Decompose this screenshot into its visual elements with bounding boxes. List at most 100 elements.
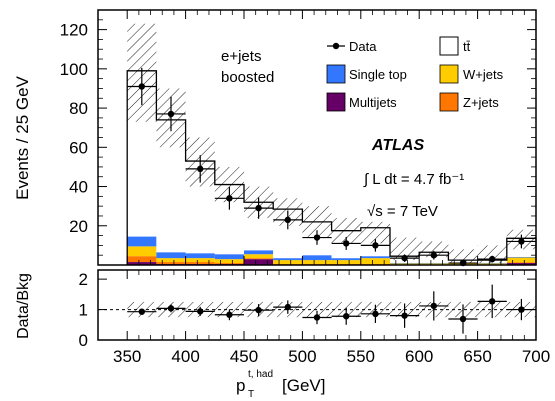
x-tick-label: 450 — [230, 347, 258, 366]
legend-item-ttbar: tt̄ — [439, 36, 471, 56]
bar-zjets-4 — [244, 258, 274, 260]
bar-wjets-7 — [331, 260, 361, 265]
bar-multijets-4 — [244, 259, 274, 265]
bar-wjets-5 — [273, 260, 303, 265]
data-point-10 — [430, 251, 437, 259]
bar-singletop-12 — [477, 262, 507, 264]
bar-singletop-4 — [244, 250, 274, 255]
data-point-1 — [167, 110, 175, 118]
bar-zjets-0 — [127, 256, 157, 263]
energy-label: √s = 7 TeV — [367, 203, 438, 220]
data-point-3 — [226, 195, 233, 202]
x-axis-title-unit: [GeV] — [282, 376, 325, 395]
data-point-12 — [489, 255, 496, 263]
bar-wjets-0 — [127, 246, 157, 257]
bar-singletop-9 — [390, 262, 420, 264]
ratio-point-0 — [138, 308, 145, 315]
bar-zjets-1 — [156, 262, 186, 265]
y-tick-label: 20 — [69, 217, 88, 236]
uncertainty-band — [127, 23, 536, 264]
atlas-label: ATLAS — [371, 137, 424, 154]
bar-wjets-3 — [214, 259, 244, 264]
main-panel: 20 40 60 80 100 120 Events / 25 GeV e+jets bo… — [13, 9, 537, 267]
legend-label-single-top: Single top — [349, 67, 407, 82]
legend-label-multijets: Multijets — [349, 95, 397, 110]
data-point-2 — [197, 165, 204, 173]
data-point-0 — [138, 83, 145, 90]
ratio-point-10 — [430, 302, 437, 310]
legend: Data tt̄ Single top W+jets Multijets Z+j… — [326, 36, 504, 112]
x-tick-label: 700 — [522, 347, 550, 366]
data-point-13 — [518, 238, 525, 245]
legend-label-data: Data — [349, 39, 377, 54]
x-tick-label: 350 — [113, 347, 141, 366]
ratio-frame — [97, 269, 537, 341]
ratio-point-2 — [197, 308, 204, 315]
uncertainty-bin-8 — [360, 221, 390, 244]
legend-label-ttbar: tt̄ — [463, 39, 471, 54]
bar-singletop-5 — [273, 258, 303, 261]
y-tick-label: 120 — [60, 21, 88, 40]
ratio-point-8 — [372, 310, 379, 318]
x-tick-label: 400 — [171, 347, 199, 366]
ratio-axes: 0 1 2 350 400 450 500 550 600 650 700 — [79, 270, 550, 366]
ratio-point-12 — [489, 298, 496, 305]
bar-wjets-2 — [185, 258, 215, 263]
bar-wjets-9 — [390, 263, 420, 265]
x-tick-label: 600 — [405, 347, 433, 366]
bar-wjets-8 — [360, 258, 390, 265]
bar-wjets-1 — [156, 258, 186, 263]
y-tick-label: 80 — [69, 99, 88, 118]
ratio-y-tick-label: 1 — [79, 301, 88, 320]
bar-wjets-12 — [477, 263, 507, 265]
y-tick-label: 40 — [69, 178, 88, 197]
bar-wjets-6 — [302, 260, 332, 265]
data-point-5 — [284, 216, 291, 224]
x-axis-title: p T t, had [GeV] — [236, 369, 325, 400]
bar-singletop-13 — [506, 256, 536, 258]
ratio-panel: 0 1 2 350 400 450 500 550 600 650 700 Data/Bkg — [15, 269, 550, 366]
legend-item-zjets: Z+jets — [439, 92, 499, 112]
x-tick-label: 550 — [347, 347, 375, 366]
ratio-y-axis-label: Data/Bkg — [15, 273, 32, 339]
legend-label-wjets: W+jets — [463, 67, 504, 82]
main-frame — [97, 9, 537, 266]
uncertainty-bin-9 — [390, 237, 420, 261]
legend-item-wjets: W+jets — [439, 64, 504, 84]
bar-singletop-1 — [156, 252, 186, 259]
bar-wjets-10 — [419, 263, 449, 265]
bar-multijets-13 — [506, 263, 536, 265]
data-point-4 — [255, 204, 262, 212]
data-point-7 — [343, 240, 350, 247]
ratio-point-7 — [343, 313, 350, 320]
ratio-points — [127, 284, 536, 334]
bar-singletop-2 — [185, 253, 215, 259]
ratio-point-4 — [255, 306, 262, 314]
data-point-8 — [372, 242, 379, 249]
uncertainty-bin-10 — [419, 241, 449, 258]
ratio-point-13 — [518, 306, 525, 313]
x-axis-title-superscript: t, had — [248, 369, 273, 380]
bar-singletop-3 — [214, 254, 244, 260]
y-tick-label: 60 — [69, 138, 88, 157]
data-points — [127, 67, 536, 267]
bar-wjets-13 — [506, 257, 536, 263]
bar-singletop-0 — [127, 236, 157, 247]
bar-singletop-6 — [302, 255, 332, 261]
luminosity-label: ∫ L dt = 4.7 fb⁻¹ — [363, 171, 464, 188]
y-tick-label: 100 — [60, 60, 88, 79]
data-point-6 — [313, 234, 321, 241]
x-axis-title-p: p — [236, 376, 245, 395]
ratio-point-3 — [226, 311, 233, 318]
bar-multijets-0 — [127, 262, 157, 265]
bar-zjets-3 — [214, 263, 244, 265]
bar-zjets-2 — [185, 262, 215, 265]
x-tick-label: 500 — [288, 347, 316, 366]
legend-label-zjets: Z+jets — [463, 95, 499, 110]
ratio-point-1 — [167, 305, 175, 312]
selection-label: boosted — [221, 69, 274, 86]
ratio-point-11 — [459, 315, 467, 323]
ratio-y-tick-label: 2 — [79, 270, 88, 289]
legend-item-multijets: Multijets — [326, 92, 397, 112]
